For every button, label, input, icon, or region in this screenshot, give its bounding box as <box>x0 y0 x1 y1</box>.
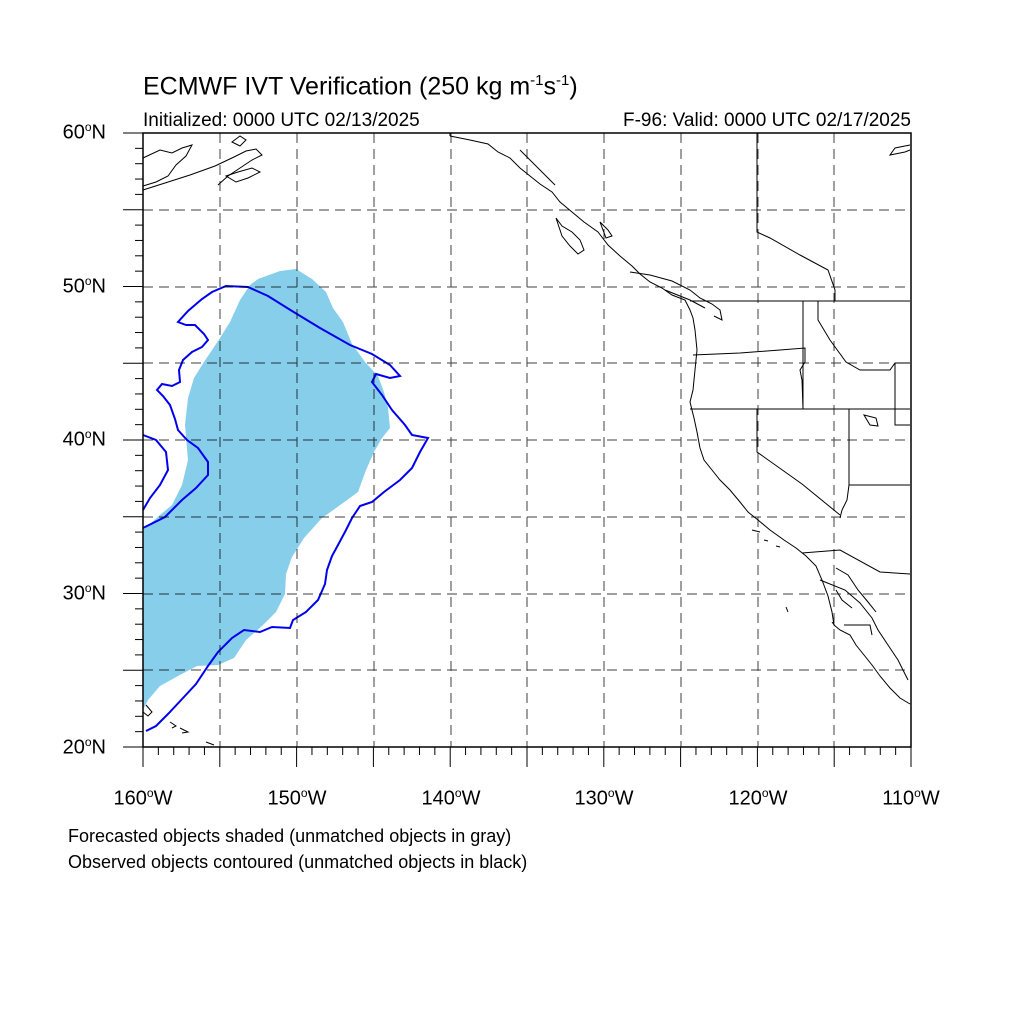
y-tick-label: 30oN <box>62 581 106 605</box>
valid-time-label: F-96: Valid: 0000 UTC 02/17/2025 <box>623 110 911 131</box>
x-tick-label: 120oW <box>728 786 788 810</box>
forecast-legend-note: Forecasted objects shaded (unmatched obj… <box>68 826 512 846</box>
forecast-object-shaded <box>143 269 390 710</box>
lat-lon-grid <box>143 133 911 747</box>
x-tick-label: 150oW <box>267 786 327 810</box>
initialized-label: Initialized: 0000 UTC 02/13/2025 <box>143 110 420 131</box>
x-tick-label: 140oW <box>421 786 481 810</box>
y-tick-label: 50oN <box>62 274 106 298</box>
observed-legend-note: Observed objects contoured (unmatched ob… <box>68 852 528 872</box>
y-tick-label: 20oN <box>62 735 106 759</box>
axis-ticks <box>123 132 912 767</box>
x-tick-label: 110oW <box>882 786 940 810</box>
observed-object-contour <box>142 284 430 732</box>
y-tick-label: 40oN <box>62 427 106 451</box>
x-tick-label: 130oW <box>574 786 634 810</box>
observed-object-contour-west <box>142 434 170 511</box>
chart-title: ECMWF IVT Verification (250 kg m-1s-1) <box>143 72 578 101</box>
y-tick-label: 60oN <box>62 120 106 144</box>
x-tick-label: 160oW <box>113 786 173 810</box>
